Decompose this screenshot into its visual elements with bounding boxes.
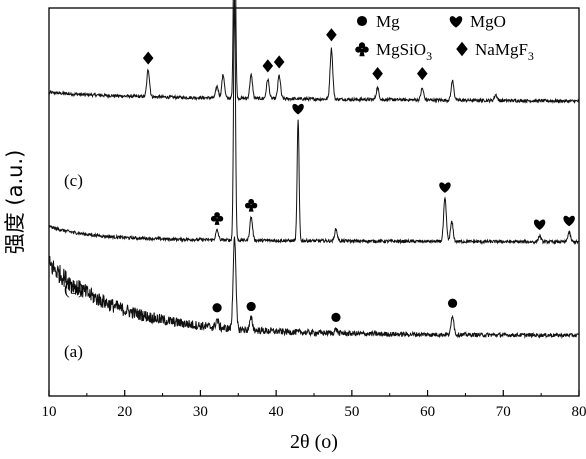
peak-heart-icon <box>563 215 575 227</box>
peak-heart-icon <box>533 219 546 231</box>
peak-markers <box>142 28 575 322</box>
peak-circle-icon <box>212 303 222 313</box>
x-tick-label: 60 <box>420 404 435 420</box>
legend-item-mgo: MgO <box>449 12 506 31</box>
x-tick-label: 10 <box>42 404 57 420</box>
legend-item-mgsio3: MgSiO3 <box>355 40 432 63</box>
x-tick-label: 30 <box>193 404 208 420</box>
x-tick-label: 80 <box>572 404 586 420</box>
peak-diamond-icon <box>273 55 285 69</box>
peak-circle-icon <box>447 298 458 308</box>
legend-club-icon <box>355 42 369 57</box>
peak-circle-icon <box>246 301 256 312</box>
peak-heart-icon <box>439 182 451 193</box>
legend: Mg MgO MgSiO3 NaMgF3 <box>355 12 534 63</box>
series-a-line <box>48 236 579 340</box>
peak-club-icon <box>244 198 258 212</box>
legend-diamond-icon <box>456 41 468 57</box>
x-axis-label: 2θ (o) <box>290 431 338 453</box>
legend-circle-icon <box>356 15 368 27</box>
peak-heart-icon <box>292 103 304 115</box>
legend-item-namgf3: NaMgF3 <box>456 40 534 63</box>
legend-label-namgf3: NaMgF3 <box>475 40 534 63</box>
plot-frame <box>48 7 580 397</box>
series-b-label: (b) <box>64 279 84 298</box>
peak-diamond-icon <box>372 67 383 81</box>
peak-diamond-icon <box>326 28 337 42</box>
x-tick-label: 20 <box>117 404 132 420</box>
series-b-line <box>49 0 579 246</box>
y-axis-label: 强度 (a.u.) <box>3 150 27 255</box>
series-c-label: (c) <box>64 171 83 190</box>
legend-heart-icon <box>449 16 463 28</box>
legend-heart-icon <box>449 16 463 28</box>
peak-club-icon <box>210 212 224 225</box>
legend-circle-icon <box>356 15 368 27</box>
legend-label-mg: Mg <box>376 12 400 31</box>
legend-label-mgsio3: MgSiO3 <box>376 40 432 63</box>
legend-club-icon <box>355 42 369 57</box>
legend-label-mgo: MgO <box>470 12 506 31</box>
legend-diamond-icon <box>456 41 468 57</box>
legend-item-mg: Mg <box>356 12 400 31</box>
x-tick-label: 50 <box>344 404 359 420</box>
x-tick-label: 70 <box>496 404 511 420</box>
x-tick-label: 40 <box>269 404 284 420</box>
series-a-label: (a) <box>64 342 83 361</box>
x-axis-ticks: 10 20 30 40 50 60 70 80 <box>42 390 586 420</box>
peak-diamond-icon <box>262 59 274 73</box>
peak-diamond-icon <box>416 67 428 81</box>
series-c-line <box>48 0 579 105</box>
peak-diamond-icon <box>142 51 154 65</box>
peak-circle-icon <box>331 312 341 322</box>
